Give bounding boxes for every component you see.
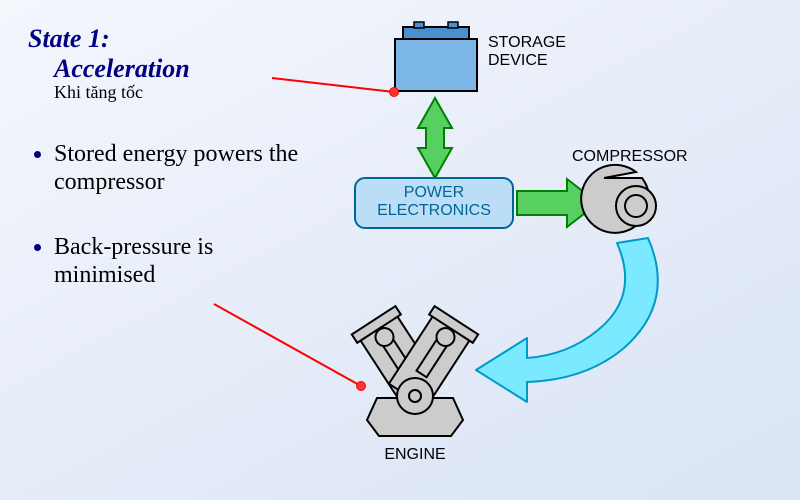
- compressor-label: COMPRESSOR: [572, 148, 712, 166]
- storage-label: STORAGEDEVICE: [488, 34, 598, 71]
- engine: [352, 306, 478, 436]
- engine-label: ENGINE: [355, 446, 475, 464]
- compressor: [581, 165, 656, 233]
- callout-line-1: [272, 78, 399, 97]
- bidir-arrow: [418, 98, 452, 178]
- storage-device: [395, 22, 477, 91]
- diagram-layer: [0, 0, 800, 500]
- power-electronics-label: POWERELECTRONICS: [355, 184, 513, 221]
- compressor-to-engine-arrow: [476, 238, 658, 402]
- callout-line-2: [214, 304, 366, 391]
